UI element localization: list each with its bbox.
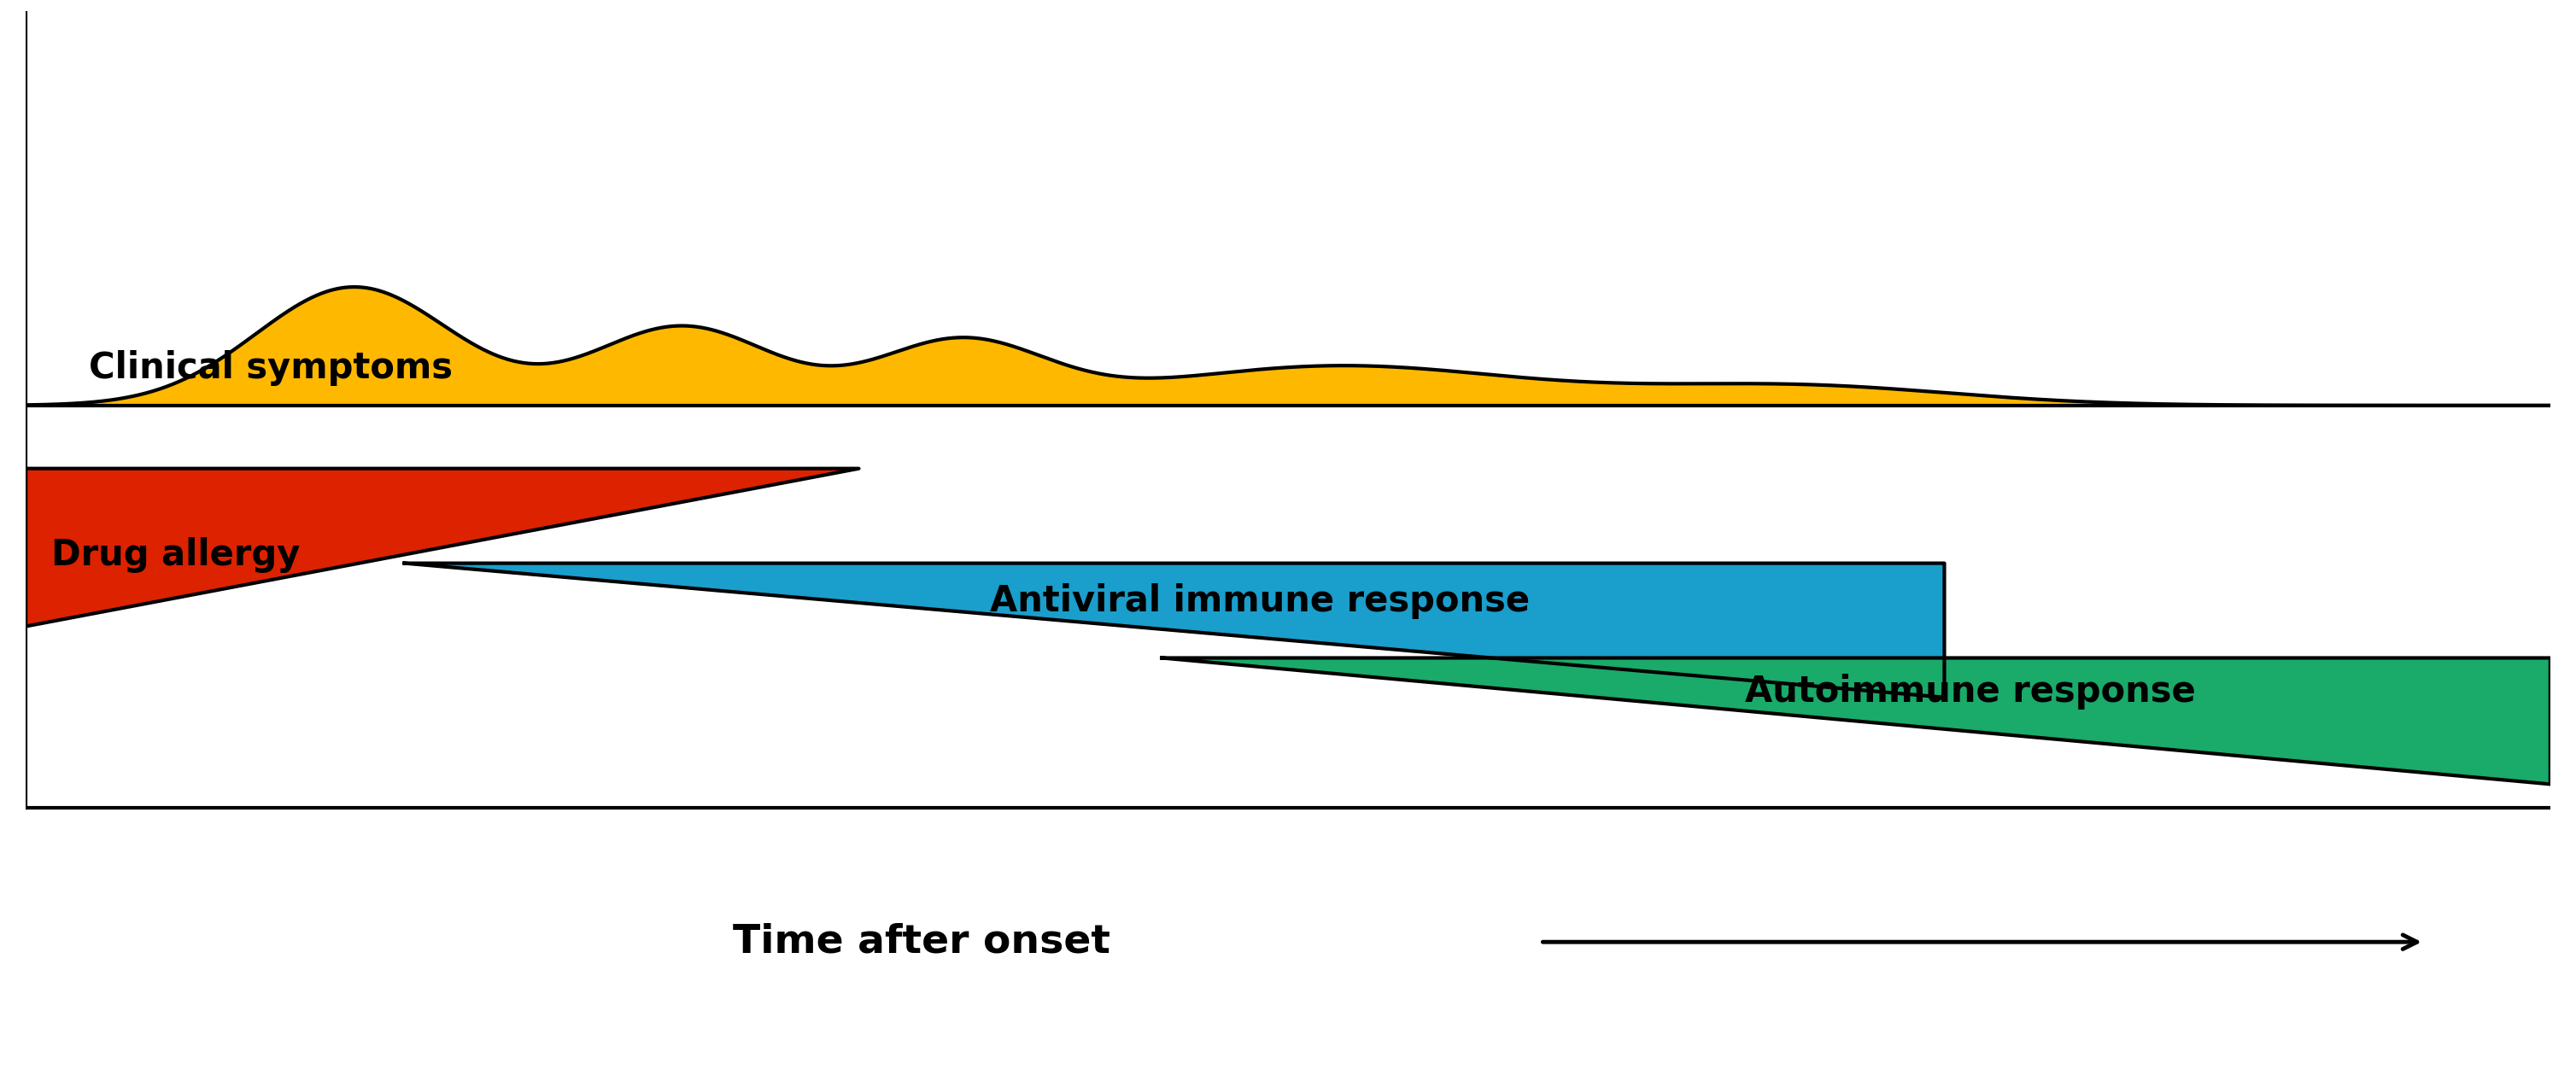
Text: Autoimmune response: Autoimmune response — [1744, 674, 2195, 710]
Polygon shape — [404, 563, 1945, 698]
Text: Drug allergy: Drug allergy — [52, 537, 299, 573]
Text: Clinical symptoms: Clinical symptoms — [88, 350, 453, 386]
Polygon shape — [26, 287, 2550, 405]
Text: Antiviral immune response: Antiviral immune response — [989, 583, 1530, 619]
Polygon shape — [1162, 658, 2550, 784]
Polygon shape — [26, 468, 858, 626]
Text: Time after onset: Time after onset — [732, 923, 1110, 961]
